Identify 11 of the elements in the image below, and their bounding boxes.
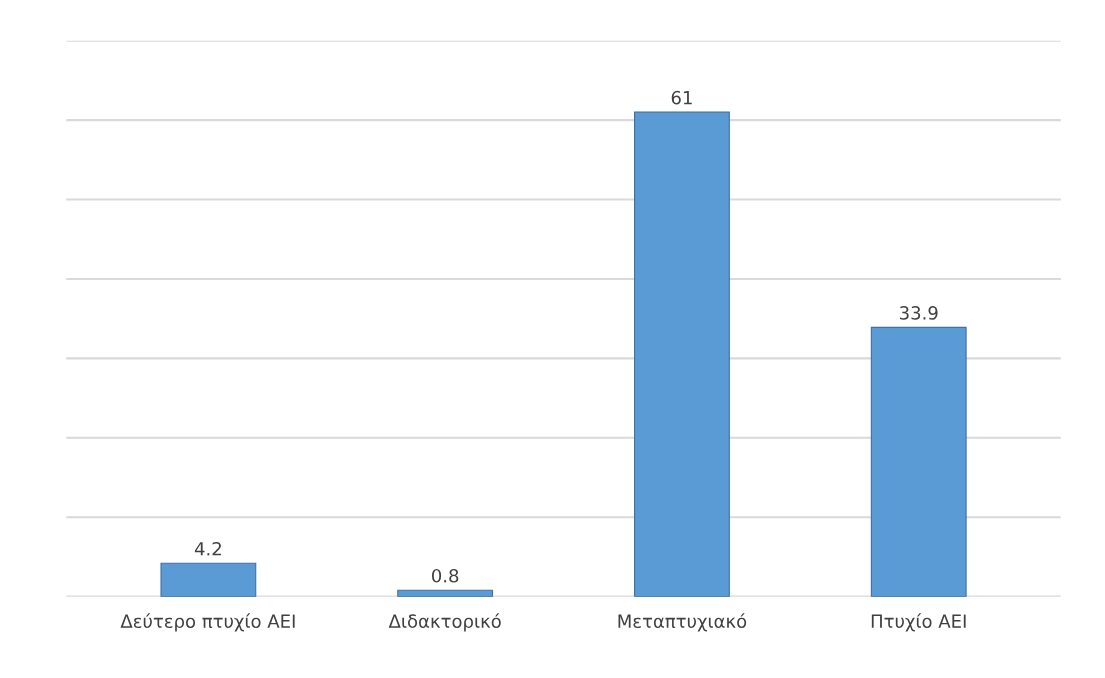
x-tick-label: Πτυχίο ΑΕΙ — [871, 613, 966, 632]
data-label: 0.8 — [431, 568, 459, 583]
data-label: 61 — [671, 90, 692, 105]
data-label: 4.2 — [194, 541, 221, 556]
bar — [634, 111, 730, 597]
x-tick-label: Διδακτορικό — [388, 613, 501, 632]
bar — [160, 562, 257, 597]
x-tick-label: Μεταπτυχιακό — [618, 613, 747, 632]
x-tick-label: Δεύτερο πτυχίο ΑΕΙ — [120, 613, 295, 632]
bar — [870, 326, 967, 597]
data-label: 33.9 — [900, 306, 938, 320]
